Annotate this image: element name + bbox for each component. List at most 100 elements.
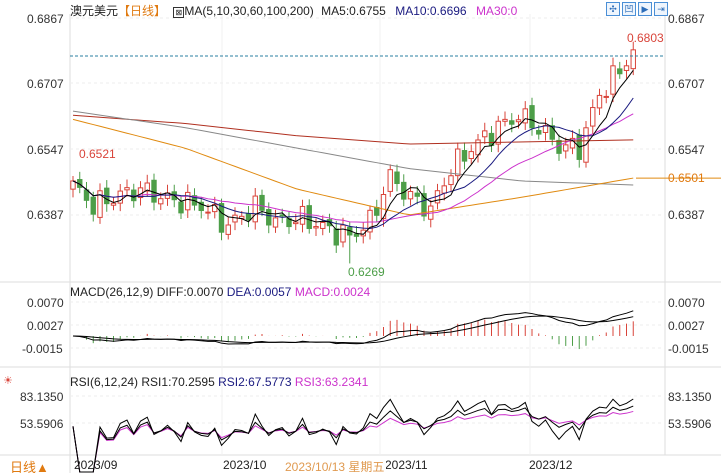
last-price-label: 0.6803	[627, 31, 664, 45]
high-price-marker: 0.6521	[79, 147, 116, 161]
macd-dea: DEA:0.0057	[226, 285, 292, 299]
candle-body	[407, 190, 414, 200]
candle-body	[475, 139, 481, 156]
rsi-tick: 83.1350	[20, 390, 64, 404]
candle-body	[90, 196, 96, 215]
candle-body	[225, 224, 231, 235]
play-icon[interactable]: ▶	[638, 2, 652, 16]
ma30-line	[72, 113, 634, 223]
period-toggle-button[interactable]: 日线▲	[10, 460, 49, 473]
ma10-value: MA10:0.6696	[395, 4, 467, 18]
candle-body	[380, 194, 387, 220]
y-label-left: 0.6387	[27, 208, 64, 222]
candle-body	[569, 137, 576, 149]
rsi-header: RSI(6,12,24) RSI1:70.2595 RSI2:67.5773 R…	[70, 375, 368, 389]
candle-body	[509, 120, 515, 125]
candle-body	[441, 185, 447, 194]
candle-body	[353, 233, 360, 237]
candle-body	[536, 130, 542, 135]
candle-body	[198, 201, 204, 212]
candle-body	[590, 107, 596, 127]
candle-body	[414, 192, 420, 197]
candle-body	[333, 228, 339, 246]
candle-body	[313, 226, 319, 229]
macd-tick: -0.0015	[22, 342, 63, 356]
macd-tick-right: 0.0027	[668, 319, 705, 333]
y-label-left: 0.6707	[27, 77, 64, 91]
move-icon[interactable]: ✣	[606, 2, 620, 16]
chart-type-icon[interactable]: 凹	[622, 2, 636, 16]
candle-body	[556, 139, 562, 154]
candle-body	[367, 209, 373, 233]
candle-body	[455, 148, 461, 177]
candle-body	[603, 95, 609, 98]
candle-body	[630, 49, 636, 70]
macd-tick-right: 0.0070	[668, 296, 705, 310]
ma5-line	[72, 70, 634, 235]
candle-body	[522, 108, 528, 124]
candle-body	[110, 202, 117, 206]
candle-body	[144, 182, 150, 192]
candle-body	[610, 65, 616, 95]
candle-body	[529, 105, 535, 129]
cursor-date-label: 2023/10/13 星期五	[285, 458, 387, 473]
macd-value: MACD:0.0024	[294, 285, 371, 299]
candle-body	[623, 65, 630, 71]
candle-body	[252, 195, 258, 223]
candle-body	[495, 120, 501, 145]
macd-dea-line	[72, 315, 634, 344]
candle-body	[218, 203, 225, 233]
candle-body	[340, 224, 346, 243]
ma-params: MA(5,10,30,60,100,200)	[184, 4, 314, 18]
expand-icon[interactable]: ⇥	[654, 2, 668, 16]
y-label-right: 0.6387	[668, 208, 705, 222]
candle-body	[320, 221, 326, 229]
macd-header: MACD(26,12,9) DIFF:0.0070 DEA:0.0057 MAC…	[70, 285, 370, 299]
candle-body	[596, 94, 603, 109]
candle-body	[617, 68, 623, 75]
ma200-line	[72, 118, 634, 216]
candle-body	[259, 194, 265, 211]
candle-body	[394, 171, 400, 185]
y-label-right: 0.6547	[668, 143, 705, 157]
x-date-label: 2023/12	[529, 458, 573, 472]
x-date-label: 2023/09	[74, 458, 118, 472]
candle-body	[205, 211, 211, 214]
candle-body	[245, 212, 252, 221]
ma5-value: MA5:0.6755	[321, 4, 386, 18]
candle-body	[232, 214, 238, 223]
low-price-marker: 0.6269	[348, 265, 385, 279]
rsi3-value: RSI3:63.2341	[294, 375, 369, 389]
y-label-right: 0.6707	[668, 77, 705, 91]
macd-tick: 0.0070	[27, 296, 64, 310]
candle-body	[293, 221, 299, 225]
candle-body	[502, 118, 508, 122]
indicator-settings-icon[interactable]: ☀	[3, 375, 13, 387]
ma-settings-icon[interactable]: ⊠	[173, 7, 185, 18]
candle-body	[461, 150, 468, 162]
x-date-label: 2023/10	[223, 458, 267, 472]
macd-title: MACD(26,12,9)	[70, 285, 154, 299]
macd-diff: DIFF:0.0070	[156, 285, 224, 299]
macd-tick: 0.0027	[27, 319, 64, 333]
candle-body	[374, 207, 380, 216]
candle-body	[360, 229, 366, 237]
rsi-tick-right: 53.5906	[668, 417, 712, 431]
candle-body	[185, 191, 191, 211]
rsi1-line	[72, 398, 634, 473]
candle-body	[387, 169, 393, 192]
candle-body	[448, 175, 454, 186]
period-label[interactable]: 【日线】	[118, 4, 167, 18]
candle-body	[421, 193, 427, 217]
candle-body	[151, 179, 157, 203]
ma200-value-tag: 0.6501	[668, 171, 705, 185]
rsi-tick-right: 83.1350	[668, 390, 712, 404]
candle-body	[178, 201, 184, 214]
macd-tick-right: -0.0015	[668, 342, 709, 356]
ma30-value: MA30:0	[475, 4, 518, 18]
candle-body	[266, 209, 272, 226]
ma100-line	[72, 110, 634, 186]
rsi-tick: 53.5906	[20, 417, 64, 431]
